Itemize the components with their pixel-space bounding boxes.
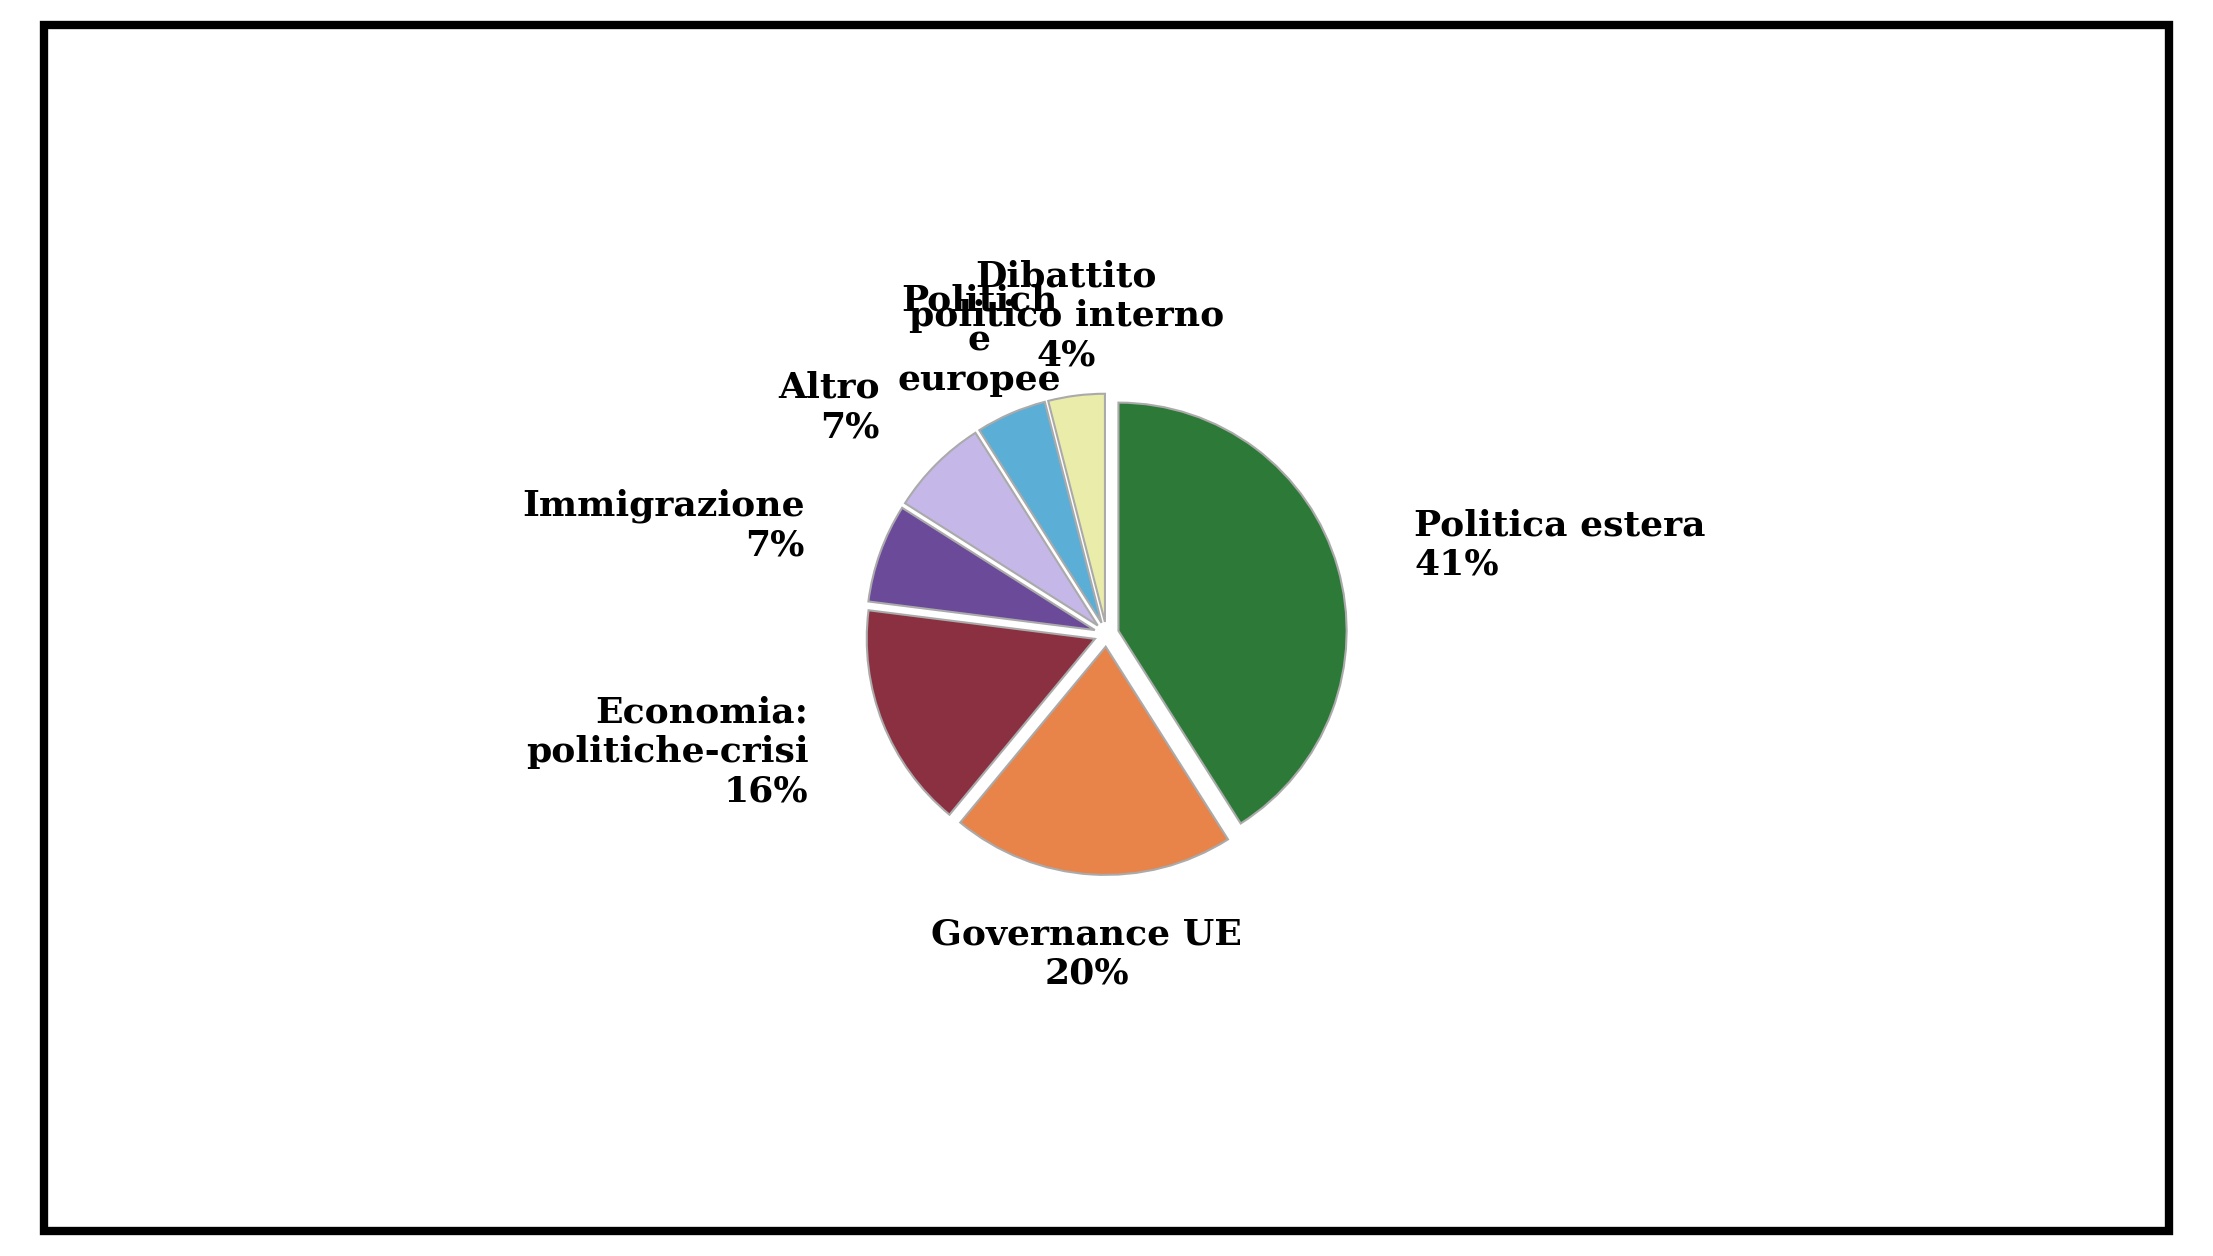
Text: Politich
e
europee: Politich e europee [898,284,1060,397]
Text: Governance UE
20%: Governance UE 20% [932,917,1241,991]
Wedge shape [1049,393,1104,622]
Wedge shape [980,402,1102,623]
Wedge shape [1118,403,1348,824]
Text: Dibattito
politico interno
4%: Dibattito politico interno 4% [910,260,1224,373]
Wedge shape [867,507,1095,631]
Wedge shape [905,433,1098,625]
Text: Altro
7%: Altro 7% [779,371,881,445]
Text: Economia:
politiche-crisi
16%: Economia: politiche-crisi 16% [527,696,808,809]
Wedge shape [960,647,1228,875]
Text: Immigrazione
7%: Immigrazione 7% [522,489,806,563]
Wedge shape [867,610,1095,815]
Text: Politica estera
41%: Politica estera 41% [1414,509,1706,582]
